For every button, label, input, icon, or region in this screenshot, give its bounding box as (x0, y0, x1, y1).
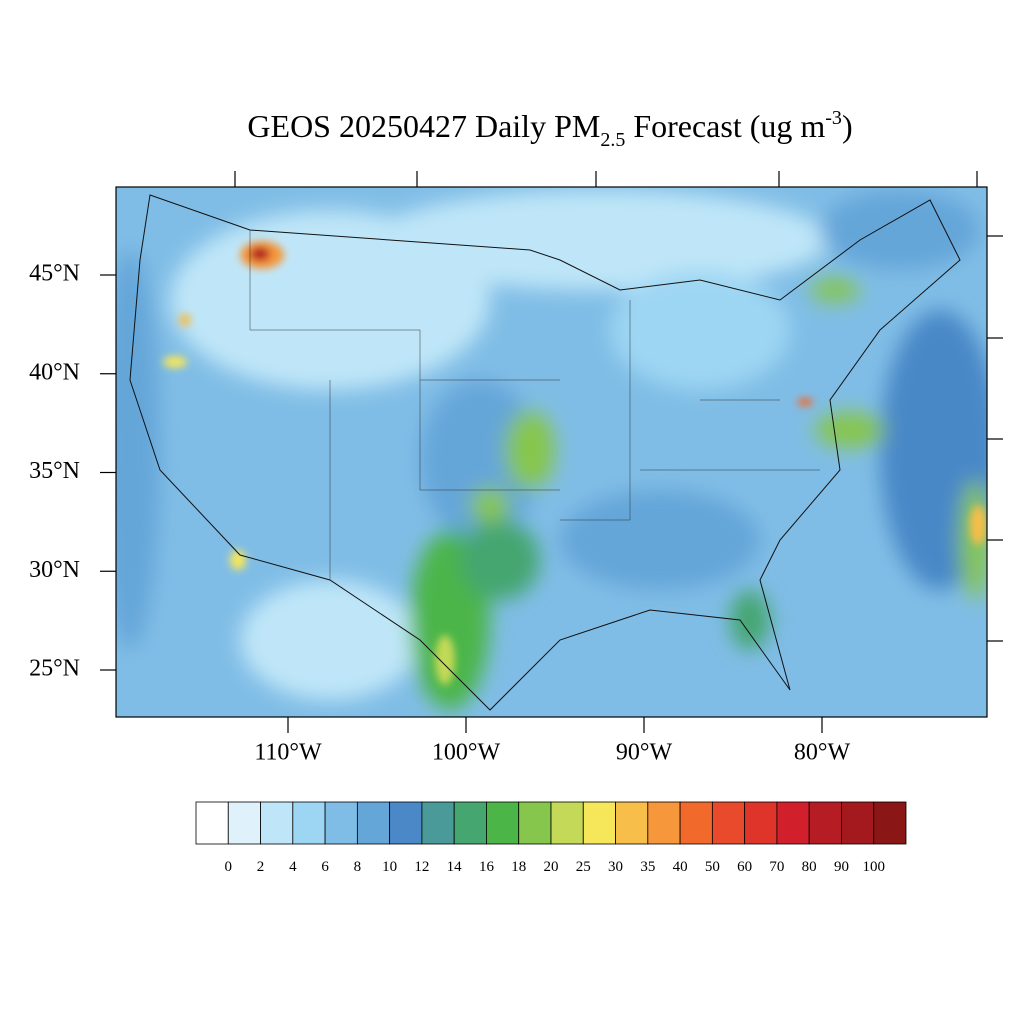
colorbar-box (453, 801, 487, 845)
colorbar-label: 6 (321, 859, 329, 875)
colorbar-box (486, 801, 520, 845)
colorbar-box (679, 801, 713, 845)
axes: 45°N 40°N 35°N 30°N 25°N 110°W 100°W 90°W 80°W (29, 261, 850, 766)
colorbar-box (324, 801, 358, 845)
colorbar-label: 70 (769, 859, 784, 875)
colorbar-label: 60 (737, 859, 752, 875)
colorbar-box (744, 801, 778, 845)
lon-label: 100°W (432, 740, 501, 766)
colorbar-box (389, 801, 423, 845)
colorbar-box (615, 801, 649, 845)
colorbar-box (227, 801, 261, 845)
lat-label: 30°N (29, 557, 80, 583)
lon-label: 110°W (254, 740, 322, 766)
colorbar-box (711, 801, 746, 845)
colorbar-label: 16 (479, 859, 495, 875)
colorbar-box (776, 801, 810, 845)
colorbar-label: 2 (257, 859, 265, 875)
colorbar-box (292, 801, 326, 845)
colorbar-label: 90 (834, 859, 849, 875)
title-text: GEOS 20250427 Daily PM (247, 108, 600, 144)
colorbar-label: 20 (544, 859, 559, 875)
colorbar: 0 2 4 6 8 10 12 14 16 18 20 25 30 35 40 50 60 70 80 90 100 (195, 801, 907, 875)
title-text: Forecast (ug m (625, 108, 825, 144)
colorbar-box (841, 801, 875, 845)
colorbar-label: 40 (673, 859, 688, 875)
map-frame (115, 186, 988, 718)
lon-label: 80°W (794, 740, 851, 766)
colorbar-box (550, 801, 584, 845)
lat-label: 40°N (29, 359, 80, 385)
lat-label: 45°N (29, 261, 80, 287)
colorbar-label: 4 (289, 859, 297, 875)
colorbar-label: 18 (511, 859, 526, 875)
colorbar-box (356, 801, 391, 845)
colorbar-label: 12 (414, 859, 429, 875)
lat-label: 35°N (29, 458, 80, 484)
colorbar-label: 30 (608, 859, 623, 875)
colorbar-label: 0 (225, 859, 233, 875)
colorbar-label: 80 (802, 859, 817, 875)
title-superscript: -3 (825, 107, 842, 129)
colorbar-box (873, 801, 907, 845)
colorbar-label: 8 (354, 859, 362, 875)
colorbar-box (647, 801, 681, 845)
colorbar-label: 25 (576, 859, 591, 875)
colorbar-box (195, 801, 229, 845)
title: GEOS 20250427 Daily PM2.5 Forecast (ug m… (247, 107, 852, 151)
colorbar-label: 50 (705, 859, 720, 875)
title-subscript: 2.5 (600, 129, 625, 151)
pm25-field (116, 187, 987, 717)
colorbar-label: 10 (382, 859, 397, 875)
colorbar-label: 14 (447, 859, 463, 875)
lon-label: 90°W (616, 740, 673, 766)
colorbar-label: 100 (862, 859, 885, 875)
lat-label: 25°N (29, 656, 80, 682)
colorbar-box (260, 801, 294, 845)
colorbar-box (518, 801, 552, 845)
colorbar-label: 35 (640, 859, 655, 875)
colorbar-box (421, 801, 455, 845)
colorbar-box (582, 801, 616, 845)
colorbar-box (808, 801, 842, 845)
frame-ticks (234, 171, 1003, 642)
title-text: ) (842, 108, 853, 144)
